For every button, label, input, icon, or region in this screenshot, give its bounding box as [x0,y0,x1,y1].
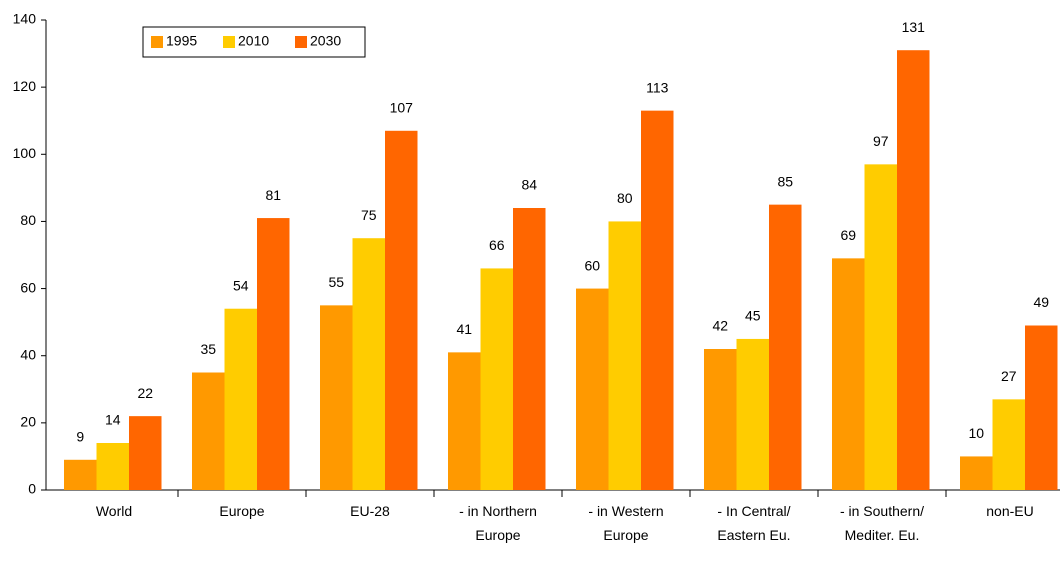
legend-label: 2010 [238,33,269,49]
bar [864,164,897,490]
value-label: 55 [328,274,344,290]
legend-swatch [151,36,163,48]
legend-label: 2030 [310,33,341,49]
bar [257,218,290,491]
bar [704,349,737,490]
bar [96,443,129,490]
legend-swatch [295,36,307,48]
bar [192,372,225,490]
bar [736,338,769,490]
value-label: 27 [1001,368,1017,384]
legend-label: 1995 [166,33,197,49]
bar [1025,325,1058,490]
x-tick-label-line: Europe [603,527,648,543]
value-label: 84 [521,177,537,193]
x-tick-label: - in Western Europe [588,503,663,543]
value-label: 66 [489,237,505,253]
value-label: 41 [456,321,472,337]
bar [480,268,513,490]
y-tick-label: 100 [13,145,37,161]
x-tick-label: - In Central/Eastern Eu. [717,503,790,543]
bar [897,50,930,490]
bar [448,352,481,490]
x-tick-label-line: World [96,503,132,519]
y-tick-label: 0 [28,481,36,497]
bar [320,305,353,490]
x-tick-label: Europe [219,503,264,519]
bar [641,110,674,491]
bar [224,308,257,490]
x-tick-label-line: Europe [219,503,264,519]
bar [513,208,546,490]
bar [992,399,1025,490]
y-tick-label: 20 [20,414,36,430]
value-label: 107 [390,99,414,115]
bar [576,288,609,490]
x-tick-label-line: - In Central/ [717,503,790,519]
bar [960,456,993,490]
bar [832,258,865,490]
value-label: 49 [1033,294,1049,310]
x-tick-label: World [96,503,132,519]
x-tick-label-line: - in Northern [459,503,537,519]
x-tick-label: EU-28 [350,503,390,519]
bar [352,238,385,490]
bar [608,221,641,490]
value-label: 60 [584,257,600,273]
value-label: 75 [361,207,377,223]
value-label: 131 [902,19,926,35]
value-label: 80 [617,190,633,206]
x-tick-label: non-EU [986,503,1033,519]
bar [129,416,162,490]
x-tick-label-line: EU-28 [350,503,390,519]
value-label: 45 [745,308,761,324]
bar [769,204,802,490]
y-tick-label: 120 [13,78,37,94]
legend-box [142,26,366,58]
y-tick-label: 40 [20,346,36,362]
value-label: 113 [646,79,669,95]
value-label: 35 [200,341,216,357]
value-label: 10 [968,425,984,441]
value-label: 81 [265,187,281,203]
x-tick-label-line: - in Western [588,503,663,519]
value-label: 85 [777,173,793,189]
value-label: 14 [105,412,121,428]
y-tick-label: 60 [20,279,36,295]
value-label: 97 [873,133,889,149]
value-label: 22 [137,385,153,401]
bar [64,459,97,490]
value-label: 69 [840,227,856,243]
x-tick-label-line: Mediter. Eu. [845,527,920,543]
value-label: 9 [76,428,84,444]
x-tick-label-line: Europe [475,527,520,543]
y-tick-label: 80 [20,212,36,228]
legend-swatch [223,36,235,48]
x-tick-label: - in Northern Europe [459,503,537,543]
y-tick-label: 140 [13,11,37,27]
value-label: 42 [712,318,728,334]
value-label: 54 [233,277,249,293]
x-tick-label-line: non-EU [986,503,1033,519]
bar [385,130,418,491]
x-tick-label-line: Eastern Eu. [717,527,790,543]
x-tick-label-line: - in Southern/ [840,503,924,519]
x-tick-label: - in Southern/Mediter. Eu. [840,503,924,543]
